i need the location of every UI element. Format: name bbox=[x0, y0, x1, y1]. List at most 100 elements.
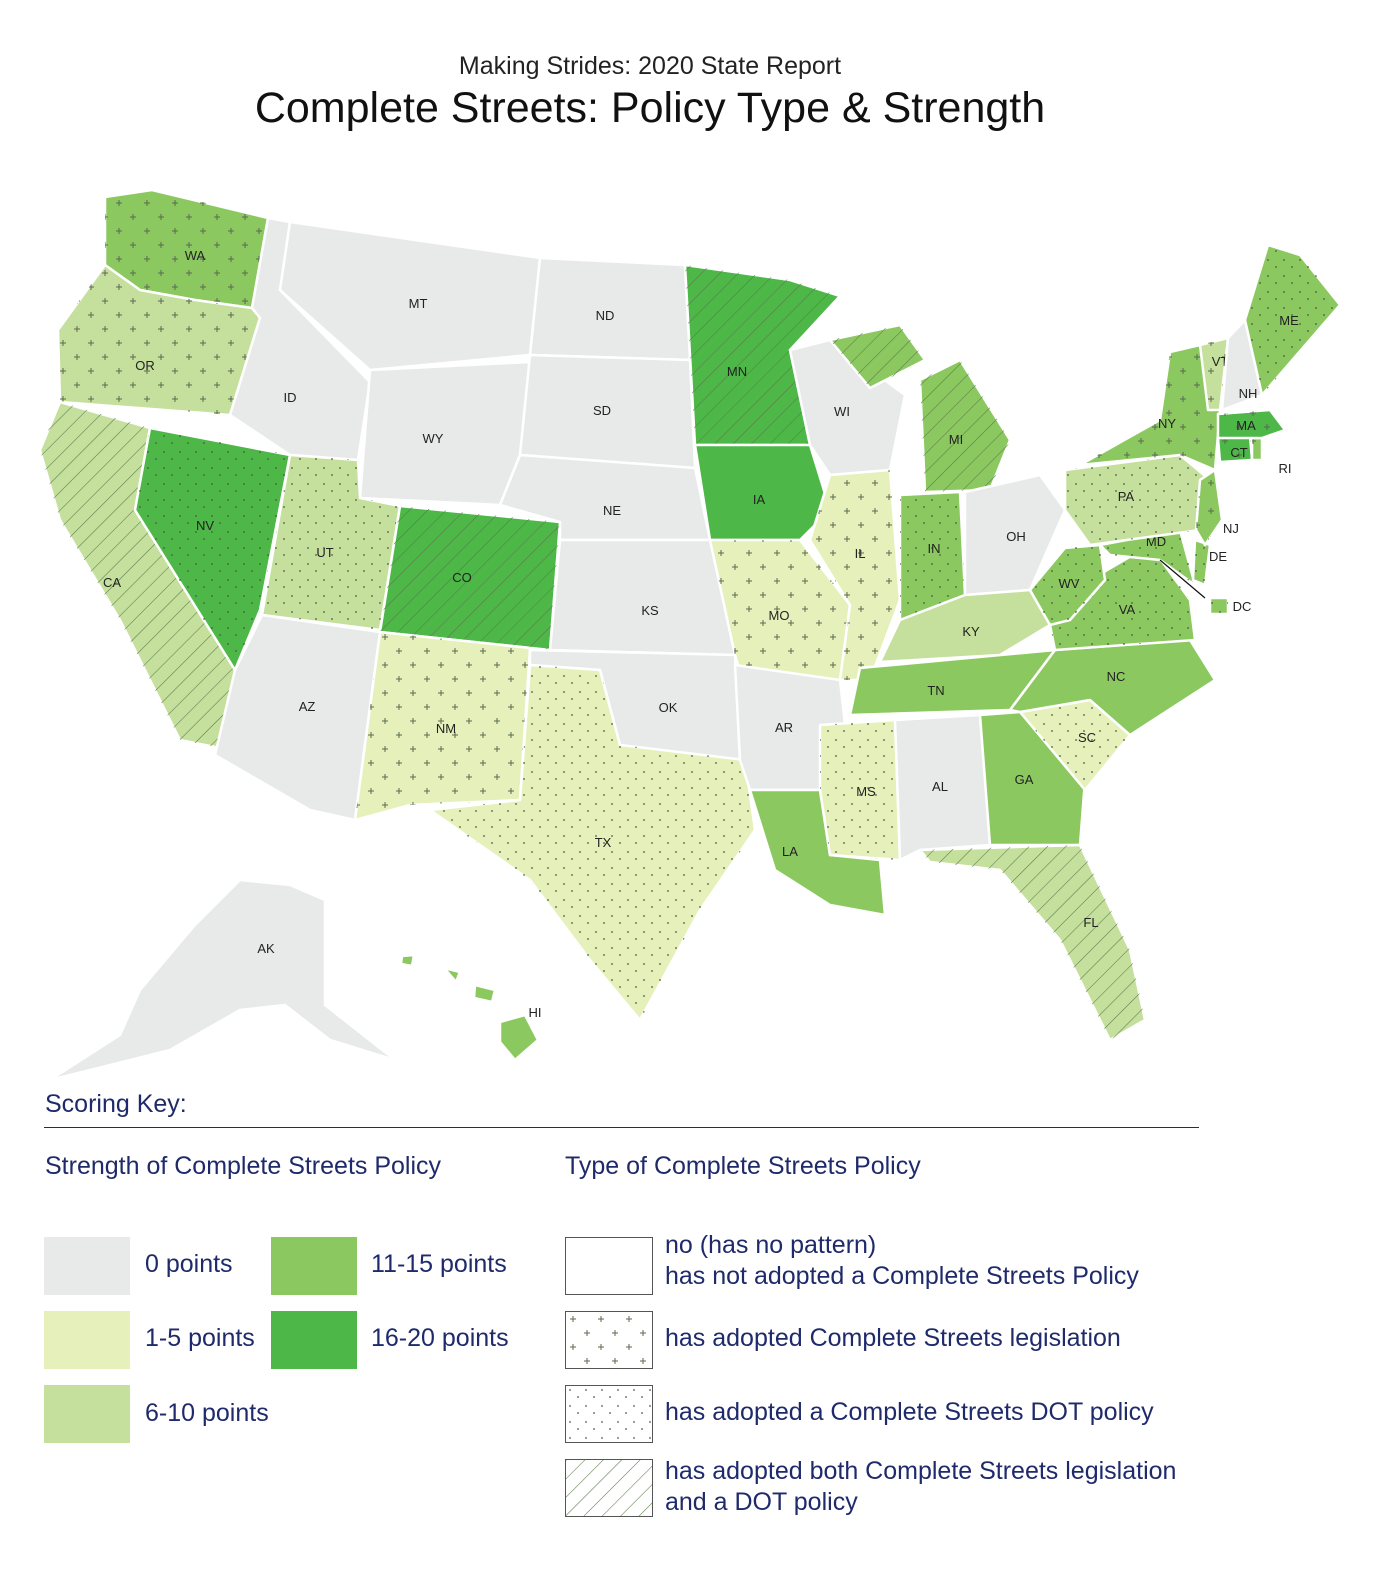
state-ne: NE bbox=[498, 453, 712, 542]
state-wy: WY bbox=[358, 360, 532, 507]
state-label-ak: AK bbox=[257, 941, 275, 956]
strength-label: 6-10 points bbox=[145, 1399, 269, 1427]
strength-swatch bbox=[271, 1311, 357, 1369]
state-label-wa: WA bbox=[185, 248, 206, 263]
state-label-ky: KY bbox=[962, 624, 980, 639]
state-de: DE bbox=[1191, 538, 1227, 587]
state-ia: IA bbox=[693, 443, 832, 542]
state-nj: NJ bbox=[1194, 468, 1239, 547]
state-nh: NH bbox=[1220, 318, 1264, 412]
state-pattern-ut bbox=[262, 455, 400, 630]
pattern-legislation-swatch bbox=[565, 1311, 653, 1369]
state-pattern-il bbox=[810, 470, 900, 680]
state-label-ks: KS bbox=[641, 603, 659, 618]
state-pattern-ma bbox=[1218, 410, 1285, 438]
state-label-nc: NC bbox=[1107, 669, 1126, 684]
strength-label: 11-15 points bbox=[371, 1250, 507, 1278]
strength-swatch bbox=[44, 1385, 130, 1443]
map-subtitle: Making Strides: 2020 State Report bbox=[458, 52, 842, 80]
key-divider bbox=[44, 1127, 1199, 1128]
strength-label: 16-20 points bbox=[371, 1324, 509, 1352]
state-pattern-ct bbox=[1218, 436, 1252, 462]
state-label-nv: NV bbox=[196, 518, 214, 533]
strength-swatch bbox=[44, 1237, 130, 1295]
state-label-ok: OK bbox=[659, 700, 678, 715]
state-label-vt: VT bbox=[1212, 354, 1229, 369]
state-label-tx: TX bbox=[595, 835, 612, 850]
state-va: VA bbox=[1048, 543, 1197, 652]
state-pa: PA bbox=[1063, 453, 1212, 547]
state-label-nh: NH bbox=[1239, 386, 1258, 401]
state-pattern-pa bbox=[1065, 455, 1210, 545]
state-label-me: ME bbox=[1279, 313, 1299, 328]
state-label-nm: NM bbox=[436, 721, 456, 736]
pattern-dot-swatch bbox=[565, 1385, 653, 1443]
state-label-or: OR bbox=[135, 358, 155, 373]
type-dot-label: has adopted a Complete Streets DOT polic… bbox=[665, 1398, 1154, 1426]
state-shape-ga bbox=[978, 710, 1087, 847]
state-wv: WV bbox=[1028, 543, 1107, 627]
state-pattern-md bbox=[1100, 530, 1195, 585]
state-shape-mt bbox=[278, 220, 542, 372]
state-label-ca: CA bbox=[103, 575, 121, 590]
type-none-label: no (has no pattern) has not adopted a Com… bbox=[665, 1231, 1139, 1290]
state-label-wy: WY bbox=[423, 431, 444, 446]
state-shape-wy bbox=[358, 360, 532, 507]
state-pattern-wv bbox=[1030, 545, 1105, 625]
state-label-dc: DC bbox=[1233, 599, 1252, 614]
state-in: IN bbox=[898, 490, 967, 622]
state-label-ny: NY bbox=[1158, 416, 1176, 431]
state-label-ut: UT bbox=[316, 545, 333, 560]
state-label-mo: MO bbox=[769, 608, 790, 623]
state-pattern-mo bbox=[710, 540, 850, 680]
state-ks: KS bbox=[548, 538, 737, 657]
state-oh: OH bbox=[963, 473, 1067, 597]
strength-label: 1-5 points bbox=[145, 1324, 255, 1352]
state-il: IL bbox=[808, 468, 902, 682]
state-pattern-mn bbox=[685, 265, 840, 445]
state-mi: MI bbox=[828, 323, 1012, 494]
state-co: CO bbox=[378, 504, 562, 652]
state-fl: FL bbox=[918, 843, 1147, 1042]
state-pattern-de bbox=[1193, 540, 1210, 585]
state-pattern-nv bbox=[135, 428, 290, 670]
state-label-mt: MT bbox=[409, 296, 428, 311]
strength-swatch bbox=[44, 1311, 130, 1369]
state-label-tn: TN bbox=[927, 683, 944, 698]
state-label-nd: ND bbox=[596, 308, 615, 323]
state-label-az: AZ bbox=[299, 699, 316, 714]
state-label-ri: RI bbox=[1279, 461, 1292, 476]
state-nd: ND bbox=[528, 256, 692, 362]
state-label-ne: NE bbox=[603, 503, 621, 518]
state-shape-oh bbox=[963, 473, 1067, 597]
state-ut: UT bbox=[260, 453, 402, 632]
state-pattern-in bbox=[900, 492, 965, 620]
state-label-pa: PA bbox=[1118, 489, 1135, 504]
state-mt: MT bbox=[278, 220, 542, 372]
state-label-ct: CT bbox=[1230, 445, 1247, 460]
state-ct: CT bbox=[1216, 434, 1254, 464]
state-pattern-dc bbox=[1210, 598, 1228, 614]
state-label-nj: NJ bbox=[1223, 521, 1239, 536]
state-pattern-sc bbox=[1020, 700, 1130, 790]
state-label-ga: GA bbox=[1015, 772, 1034, 787]
state-label-va: VA bbox=[1119, 602, 1136, 617]
state-label-mi: MI bbox=[949, 432, 963, 447]
state-sd: SD bbox=[518, 353, 697, 470]
state-tx: TX bbox=[428, 663, 757, 1022]
state-label-wi: WI bbox=[834, 404, 850, 419]
state-label-oh: OH bbox=[1006, 529, 1026, 544]
state-ny: NY bbox=[1078, 343, 1222, 472]
strength-swatch bbox=[271, 1237, 357, 1295]
state-label-ar: AR bbox=[775, 720, 793, 735]
scoring-key-title: Scoring Key: bbox=[45, 1090, 187, 1118]
state-pattern-nm bbox=[355, 632, 530, 820]
state-label-id: ID bbox=[284, 390, 297, 405]
state-pattern-tx bbox=[430, 665, 755, 1020]
state-shape-hi bbox=[399, 953, 540, 1062]
state-label-wv: WV bbox=[1059, 576, 1080, 591]
state-ri: RI bbox=[1250, 436, 1292, 476]
state-label-sc: SC bbox=[1078, 730, 1096, 745]
state-label-ma: MA bbox=[1236, 418, 1256, 433]
state-ms: MS bbox=[818, 718, 902, 862]
